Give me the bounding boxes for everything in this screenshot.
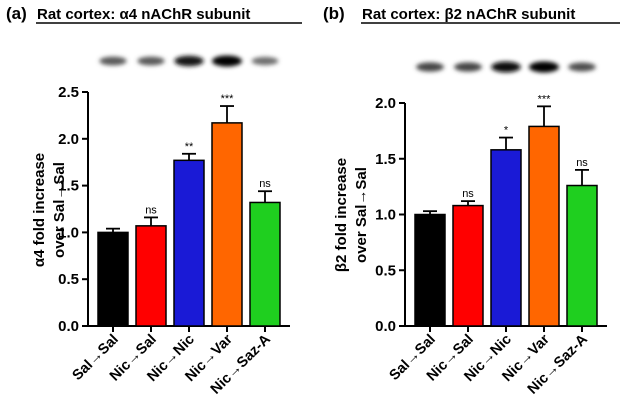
- panel-label: (a): [6, 4, 27, 23]
- y-tick-label: 2.0: [58, 131, 79, 148]
- significance-label: ns: [462, 188, 474, 200]
- significance-label: *: [504, 125, 509, 137]
- bar: [452, 204, 484, 327]
- y-axis-title: α4 fold increase: [31, 153, 48, 267]
- y-tick-label: 0.5: [375, 262, 396, 279]
- y-tick-label: 0.5: [58, 271, 79, 288]
- bar: [414, 213, 446, 327]
- y-tick-label: 2.5: [58, 84, 79, 101]
- bar: [566, 184, 598, 327]
- blot-band: [568, 62, 596, 72]
- significance-label: ***: [538, 93, 552, 105]
- y-tick-label: 0.0: [375, 318, 396, 335]
- significance-label: ns: [259, 178, 271, 190]
- bar: [173, 159, 205, 327]
- y-tick-label: 1.0: [375, 207, 396, 224]
- blot-band: [454, 62, 482, 72]
- bar: [490, 149, 522, 327]
- y-axis-title: over Sal→Sal: [353, 167, 370, 263]
- y-tick-label: 1.0: [58, 224, 79, 241]
- panel-a: (a) Rat cortex: α4 nAChR subunit 0.0 0.5 1.0…: [6, 4, 302, 398]
- bar: [97, 231, 129, 327]
- y-tick-label: 1.5: [375, 151, 396, 168]
- significance-label: ***: [221, 93, 235, 105]
- blot-band: [416, 62, 444, 72]
- chart-title: Rat cortex: β2 nAChR subunit: [362, 6, 575, 23]
- bar: [249, 201, 281, 327]
- y-tick-label: 0.0: [58, 318, 79, 335]
- blot-band: [212, 55, 242, 67]
- y-axis-title: β2 fold increase: [333, 158, 350, 272]
- blot-band: [137, 56, 165, 66]
- significance-label: **: [185, 141, 194, 153]
- blot-band: [529, 61, 559, 73]
- significance-label: ns: [576, 157, 588, 169]
- y-axis-title: over Sal→Sal: [51, 162, 68, 258]
- blot-band: [99, 56, 127, 66]
- bar: [135, 225, 167, 327]
- y-tick-label: 1.5: [58, 178, 79, 195]
- blot-band: [491, 61, 521, 73]
- bar: [211, 122, 243, 327]
- blot-band: [251, 56, 279, 66]
- chart-title: Rat cortex: α4 nAChR subunit: [37, 6, 250, 23]
- blot-band: [174, 55, 204, 67]
- bar: [528, 125, 560, 327]
- panel-b: (b) Rat cortex: β2 nAChR subunit 0.0 0.5 1.0…: [323, 4, 620, 398]
- y-tick-label: 2.0: [375, 95, 396, 112]
- panel-label: (b): [323, 4, 345, 23]
- significance-label: ns: [145, 204, 157, 216]
